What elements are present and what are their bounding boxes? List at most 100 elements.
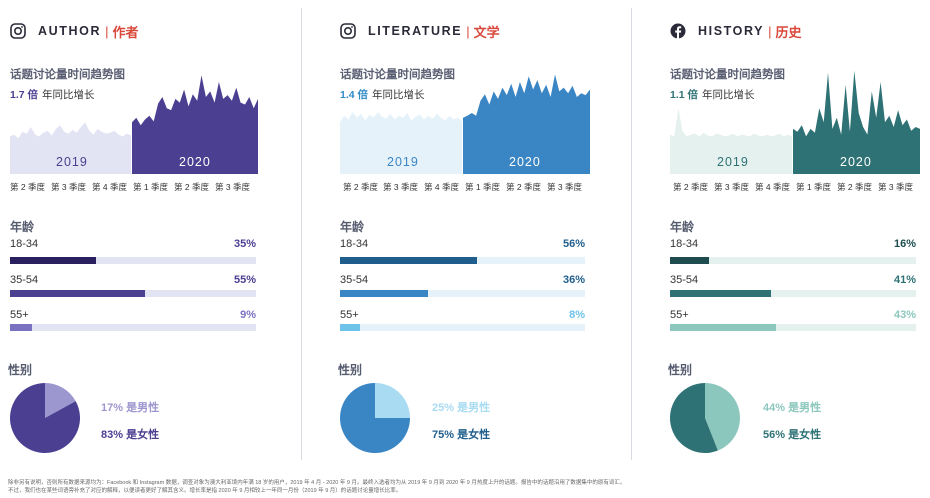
year-2020-label: 2020 <box>179 155 211 169</box>
trend-title: 话题讨论量时间趋势图 <box>340 69 455 81</box>
year-2019-label: 2019 <box>56 155 88 169</box>
age-percent: 55% <box>233 274 256 286</box>
title-separator: | <box>466 23 470 39</box>
footnote-line: 除非另有说明，否则所有数据来源均为：Facebook 和 Instagram 数… <box>8 480 626 486</box>
quarter-label: 第 2 季度 <box>837 182 872 192</box>
pie-slice-male <box>705 383 740 451</box>
quarter-label: 第 2 季度 <box>10 182 45 192</box>
panel-divider <box>301 8 302 460</box>
trend-title: 话题讨论量时间趋势图 <box>10 69 125 81</box>
trend-chart <box>10 75 258 174</box>
age-bar-fill <box>340 257 478 264</box>
age-bar-fill <box>670 257 710 264</box>
quarter-label: 第 3 季度 <box>878 182 913 192</box>
trend-title: 话题讨论量时间趋势图 <box>670 69 785 81</box>
age-label: 18-34 <box>670 238 699 250</box>
growth-rate: 1.7 倍年同比增长 <box>10 87 95 102</box>
age-bar-track <box>670 324 916 331</box>
section-title-en: LITERATURE <box>368 24 463 38</box>
age-label: 55+ <box>670 309 689 321</box>
age-bar-track <box>340 324 585 331</box>
trend-chart <box>340 74 590 174</box>
quarter-label: 第 4 季度 <box>424 182 459 192</box>
age-title: 年龄 <box>10 220 35 234</box>
title-separator: | <box>768 23 772 39</box>
quarter-label: 第 2 季度 <box>174 182 209 192</box>
gender-title: 性别 <box>8 363 33 377</box>
history-panel: HISTORY | 历史 话题讨论量时间趋势图 1.1 倍年同比增长 2019 … <box>668 0 930 470</box>
age-percent: 43% <box>893 309 916 321</box>
growth-rate: 1.4 倍年同比增长 <box>340 87 425 102</box>
age-label: 55+ <box>340 309 359 321</box>
female-percent: 75% 是女性 <box>432 429 491 441</box>
title-separator: | <box>105 23 109 39</box>
quarter-label: 第 1 季度 <box>133 182 168 192</box>
footnote-line: 不过，我们也在某些词语旁补充了对应的解释，以便读者更好了解其含义。增长率是指 2… <box>8 488 402 494</box>
age-bar-fill <box>670 324 776 331</box>
growth-text: 年同比增长 <box>42 89 95 101</box>
age-bar-fill <box>10 324 33 331</box>
age-bar-track <box>670 257 916 264</box>
growth-value: 1.7 倍 <box>10 89 39 101</box>
section-title-en: AUTHOR <box>38 24 102 38</box>
trend-area-2019 <box>10 122 131 174</box>
age-percent: 56% <box>562 238 585 250</box>
trend-area-2019 <box>340 112 462 174</box>
age-percent: 35% <box>233 238 256 250</box>
section-title-zh: 作者 <box>112 24 139 40</box>
section-title-zh: 文学 <box>473 24 500 40</box>
age-label: 18-34 <box>340 238 369 250</box>
section-title-en: HISTORY <box>698 24 765 38</box>
age-percent: 8% <box>569 309 585 321</box>
quarter-label: 第 3 季度 <box>714 182 749 192</box>
age-bar-fill <box>670 290 771 297</box>
male-percent: 17% 是男性 <box>101 402 160 414</box>
literature-panel: LITERATURE | 文学 话题讨论量时间趋势图 1.4 倍年同比增长 20… <box>338 0 640 470</box>
quarter-label: 第 3 季度 <box>51 182 86 192</box>
age-percent: 9% <box>240 309 256 321</box>
age-title: 年龄 <box>340 220 365 234</box>
pie-slice-female <box>669 383 718 453</box>
quarter-label: 第 2 季度 <box>343 182 378 192</box>
growth-rate: 1.1 倍年同比增长 <box>670 87 755 102</box>
trend-area-2020 <box>463 74 590 174</box>
age-bar-track <box>340 257 585 264</box>
age-label: 35-54 <box>340 274 369 286</box>
trend-area-2020 <box>132 75 258 174</box>
age-title: 年龄 <box>670 220 695 234</box>
trend-chart <box>670 70 920 174</box>
panel-divider <box>631 8 632 460</box>
age-bar-track <box>670 290 916 297</box>
growth-value: 1.4 倍 <box>340 89 369 101</box>
pie-slice-female <box>9 383 80 453</box>
pie-slice-female <box>340 383 410 453</box>
age-label: 18-34 <box>10 238 39 250</box>
age-bar-fill <box>340 324 360 331</box>
age-bar-track <box>10 257 256 264</box>
section-title-zh: 历史 <box>775 24 802 40</box>
age-bar-fill <box>10 257 97 264</box>
instagram-icon <box>340 23 356 39</box>
pie-slice-male <box>45 383 76 418</box>
quarter-label: 第 3 季度 <box>215 182 250 192</box>
trend-area-2020 <box>793 70 920 174</box>
quarter-label: 第 3 季度 <box>547 182 582 192</box>
age-label: 55+ <box>10 309 29 321</box>
male-percent: 25% 是男性 <box>432 402 491 414</box>
quarter-label: 第 2 季度 <box>506 182 541 192</box>
gender-pie-chart <box>9 383 80 453</box>
instagram-icon <box>10 23 26 39</box>
quarter-label: 第 4 季度 <box>92 182 127 192</box>
age-percent: 16% <box>893 238 916 250</box>
trend-area-2019 <box>670 108 792 174</box>
age-percent: 41% <box>893 274 916 286</box>
age-label: 35-54 <box>670 274 699 286</box>
growth-text: 年同比增长 <box>702 89 755 101</box>
literature-header: LITERATURE | 文学 <box>340 20 500 42</box>
female-percent: 56% 是女性 <box>763 429 822 441</box>
gender-pie-chart <box>669 383 740 453</box>
quarter-label: 第 1 季度 <box>796 182 831 192</box>
age-bar-track <box>340 290 585 297</box>
year-2019-label: 2019 <box>717 155 749 169</box>
male-percent: 44% 是男性 <box>763 402 822 414</box>
